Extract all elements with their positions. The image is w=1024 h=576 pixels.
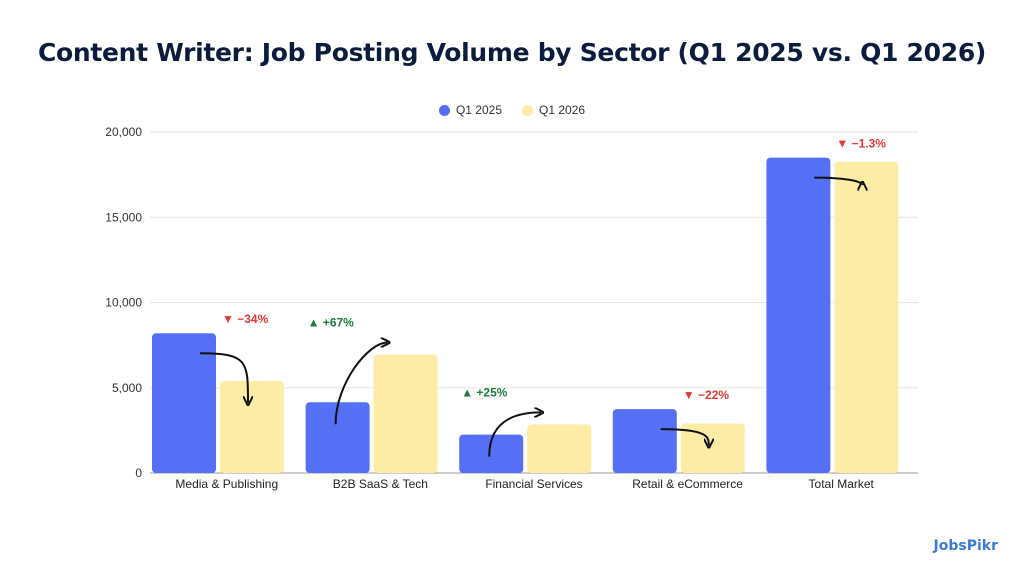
change-arrow: [814, 176, 862, 185]
change-label: ▼ −1.3%: [836, 137, 886, 151]
x-tick-label: B2B SaaS & Tech: [333, 477, 428, 491]
change-label: ▼ −22%: [683, 388, 730, 402]
bar-q1-2025: [766, 157, 831, 473]
change-arrow: [334, 343, 388, 425]
jobspikr-logo: JobsPikr: [933, 538, 998, 554]
y-tick-label: 20,000: [105, 125, 142, 139]
legend-item-q1-2026: Q1 2026: [522, 103, 585, 117]
bar-q1-2026: [834, 161, 899, 473]
y-tick-label: 15,000: [105, 210, 142, 224]
change-label: ▼ −34%: [222, 312, 269, 326]
x-tick-label: Financial Services: [485, 477, 582, 491]
x-tick-label: Media & Publishing: [175, 477, 278, 491]
bar-q1-2026: [220, 380, 284, 473]
y-tick-label: 0: [135, 466, 142, 480]
legend-swatch-q1-2025: [438, 104, 450, 116]
legend-label-q1-2025: Q1 2025: [455, 103, 502, 117]
legend-item-q1-2025: Q1 2025: [438, 103, 502, 117]
change-label: ▲ +25%: [461, 385, 508, 399]
bar-q1-2025: [459, 434, 524, 473]
bar-q1-2026: [527, 424, 592, 473]
bar-q1-2026: [373, 354, 438, 473]
legend-swatch-q1-2026: [522, 104, 533, 116]
legend-label-q1-2026: Q1 2026: [539, 103, 586, 117]
bar-q1-2025: [152, 333, 216, 473]
x-tick-label: Retail & eCommerce: [632, 477, 743, 491]
change-arrow: [660, 428, 709, 445]
y-tick-label: 5,000: [112, 381, 142, 395]
chart-title: Content Writer: Job Posting Volume by Se…: [37, 38, 987, 67]
bar-q1-2025: [612, 409, 677, 473]
bar-q1-2025: [305, 402, 370, 473]
y-tick-label: 10,000: [105, 296, 142, 310]
chart-legend: Q1 2025 Q1 2026: [0, 103, 1024, 117]
change-label: ▲ +67%: [308, 316, 355, 330]
change-arrow: [488, 412, 541, 457]
change-arrow: [199, 352, 248, 403]
x-tick-label: Total Market: [809, 477, 875, 491]
